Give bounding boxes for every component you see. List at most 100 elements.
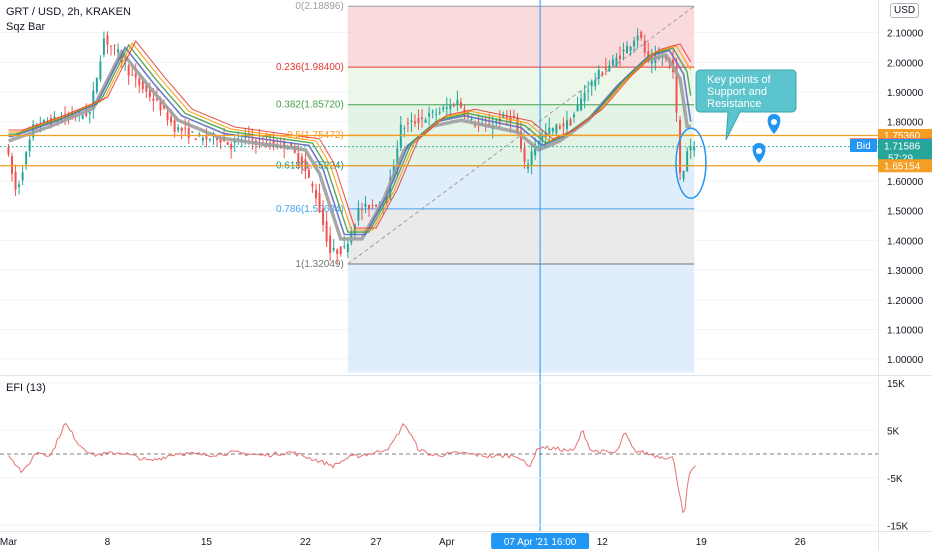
fib-zone (347, 6, 695, 68)
candle-body (530, 151, 533, 166)
candle-body (516, 117, 519, 134)
candle-body (435, 113, 438, 115)
candle-body (452, 104, 455, 107)
candle-body (555, 124, 558, 134)
candle-body (396, 148, 399, 168)
candle-body (290, 143, 293, 147)
candle-body (226, 141, 229, 145)
candle-body (325, 221, 328, 242)
candle-body (311, 183, 314, 187)
candle-body (177, 127, 180, 131)
candle-body (346, 243, 349, 253)
price-axis-label: 1.30000 (887, 266, 924, 277)
candle-body (629, 46, 632, 51)
candle-body (81, 115, 84, 119)
candle-body (159, 101, 162, 111)
candle-body (184, 127, 187, 129)
candle-body (322, 208, 325, 225)
time-axis-label: 15 (201, 537, 213, 548)
time-axis-label: 19 (696, 537, 708, 548)
fib-zone (347, 67, 695, 105)
candle-body (297, 153, 300, 164)
candle-body (565, 120, 568, 129)
moving-average-line (8, 40, 692, 229)
candle-body (145, 84, 148, 92)
candle-body (21, 172, 24, 181)
price-axis-label: 2.00000 (887, 58, 924, 69)
indicator-label[interactable]: Sqz Bar (6, 21, 46, 33)
candle-body (201, 137, 204, 141)
candle-body (576, 105, 579, 112)
candle-body (456, 99, 459, 105)
symbol-title[interactable]: GRT / USD, 2h, KRAKEN (6, 6, 131, 18)
candle-body (138, 78, 141, 86)
candle-body (686, 151, 689, 172)
candle-body (364, 203, 367, 207)
candle-body (307, 169, 310, 178)
candle-body (413, 121, 416, 124)
candle-body (113, 44, 116, 46)
candle-body (431, 111, 434, 113)
candle-body (191, 131, 194, 133)
candle-body (410, 120, 413, 122)
candle-body (534, 144, 537, 156)
callout-text: Support and (707, 86, 767, 98)
candle-body (106, 35, 109, 45)
candle-body (155, 98, 158, 100)
candle-body (421, 117, 424, 120)
candle-body (622, 49, 625, 52)
candle-body (520, 131, 523, 149)
candle-body (60, 118, 63, 121)
candle-body (102, 38, 105, 55)
efi-axis-label: 15K (887, 379, 905, 390)
location-pin-dot (756, 148, 762, 154)
candle-body (272, 140, 275, 147)
efi-label[interactable]: EFI (13) (6, 382, 46, 394)
candle-body (406, 122, 409, 124)
candle-body (336, 249, 339, 254)
candle-body (208, 138, 211, 140)
price-tag-badge (850, 139, 877, 153)
candle-body (99, 61, 102, 80)
candle-body (180, 127, 183, 132)
price-tag-value: 1.71586 (884, 142, 921, 153)
candle-body (304, 159, 307, 171)
candle-body (148, 89, 151, 98)
candle-body (608, 65, 611, 72)
price-axis-label: 2.10000 (887, 29, 924, 40)
highlight-ellipse (675, 127, 707, 200)
candle-body (88, 111, 91, 114)
candle-body (343, 246, 346, 248)
candle-body (314, 189, 317, 199)
candle-body (371, 204, 374, 206)
fib-zone (347, 165, 695, 209)
candle-body (251, 138, 254, 140)
fib-zone (347, 208, 695, 265)
callout-text: Key points of (707, 74, 772, 86)
candle-body (109, 45, 112, 47)
candle-body (682, 171, 685, 179)
currency-button[interactable]: USD (890, 3, 920, 18)
time-axis-label: 26 (795, 537, 807, 548)
candle-body (131, 74, 134, 76)
candle-body (693, 147, 696, 151)
candle-body (152, 98, 155, 102)
candle-body (360, 208, 363, 211)
candle-body (569, 119, 572, 126)
candle-body (53, 116, 56, 120)
candle-body (230, 143, 233, 150)
candle-body (300, 156, 303, 167)
candle-body (675, 67, 678, 113)
candle-body (502, 114, 505, 119)
candle-body (459, 101, 462, 108)
candle-body (573, 114, 576, 118)
candle-body (78, 111, 81, 114)
candle-body (403, 127, 406, 129)
price-axis-label: 1.90000 (887, 88, 924, 99)
candle-body (495, 120, 498, 122)
candle-body (194, 138, 197, 141)
price-tag-badge-label: Bid (856, 141, 870, 152)
candle-body (233, 140, 236, 143)
candle-body (541, 135, 544, 141)
